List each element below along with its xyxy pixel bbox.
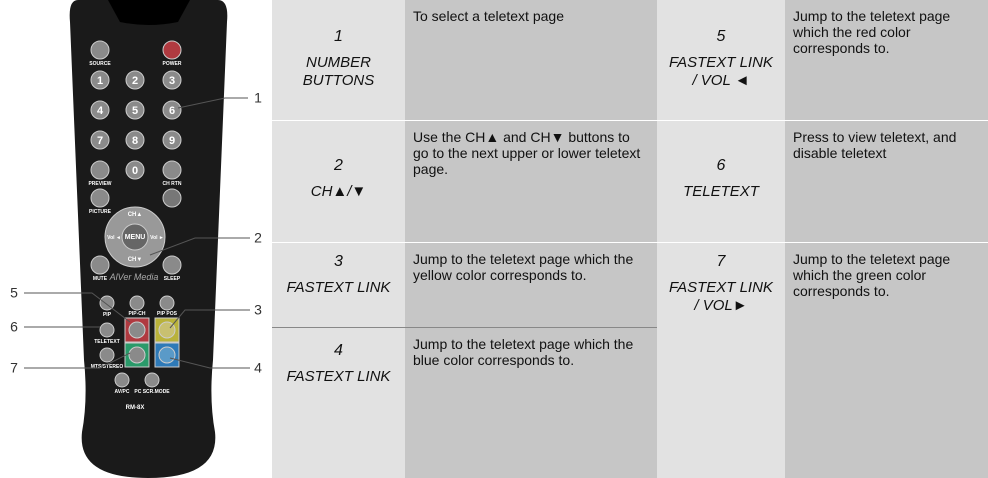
item-head: 2 CH▲/▼ — [272, 121, 405, 242]
item-name: NUMBER BUTTONS — [302, 54, 375, 89]
button-label: 8 — [132, 135, 138, 147]
item-description: Press to view teletext, and disable tele… — [785, 121, 988, 242]
button-label: PICTURE — [89, 209, 112, 215]
button-label: 3 — [169, 75, 175, 87]
item-number: 4 — [334, 342, 343, 359]
item-name: FASTEXT LINK — [286, 368, 391, 385]
item-description: Jump to the teletext page which the yell… — [405, 243, 657, 327]
callout-number: 7 — [10, 360, 18, 376]
button-label: 7 — [97, 135, 103, 147]
button-label: PC SCR.MODE — [134, 389, 170, 395]
button-label: CH▲ — [128, 212, 143, 218]
button-label: 4 — [97, 105, 104, 117]
button-label: PREVIEW — [88, 181, 111, 187]
callout-number: 6 — [10, 319, 18, 335]
button-label: 9 — [169, 135, 175, 147]
button-label: Vol ► — [150, 235, 164, 241]
button-label: CH RTN — [163, 181, 182, 187]
item-description: Jump to the teletext page which the blue… — [405, 328, 657, 478]
button-label: POWER — [163, 61, 182, 67]
callout-number: 4 — [254, 360, 262, 376]
callout-number: 2 — [254, 230, 262, 246]
item-number: 7 — [716, 253, 726, 270]
item-name: FASTEXT LINK / VOL► — [669, 279, 773, 314]
button-label: PIP — [103, 312, 112, 318]
button-label: MENU — [125, 234, 146, 241]
remote-top — [108, 0, 190, 25]
callout-number: 5 — [10, 285, 18, 301]
divider — [272, 327, 657, 328]
button-label: CH▼ — [128, 257, 143, 263]
item-head: 5 FASTEXT LINK / VOL ◄ — [657, 0, 785, 120]
item-description: Jump to the teletext page which the gree… — [785, 243, 988, 478]
item-head: 1 NUMBER BUTTONS — [272, 0, 405, 120]
remote-diagram: SOURCE POWER 1 2 3 4 5 6 7 8 9 0 PREVIEW… — [10, 0, 262, 478]
button-label: AV/PC — [115, 389, 130, 395]
button-label: SOURCE — [89, 61, 111, 67]
buttons — [90, 40, 182, 388]
item-number: 3 — [334, 253, 343, 270]
button-label: MUTE — [93, 276, 108, 282]
button-label: MTS/STEREO — [91, 364, 124, 370]
item-description: To select a teletext page — [405, 0, 657, 120]
button-label: SLEEP — [164, 276, 181, 282]
item-head: 7 FASTEXT LINK / VOL► — [657, 243, 785, 478]
callout-number: 3 — [254, 302, 262, 318]
item-head: 3 FASTEXT LINK — [272, 243, 405, 327]
item-head: 6 TELETEXT — [657, 121, 785, 242]
item-head: 4 FASTEXT LINK — [272, 328, 405, 478]
callout-number: 1 — [254, 90, 262, 106]
item-name: CH▲/▼ — [310, 183, 367, 200]
item-name: TELETEXT — [683, 183, 759, 200]
button-label: 0 — [132, 165, 138, 177]
button-label: Vol ◄ — [107, 235, 121, 241]
item-name: FASTEXT LINK / VOL ◄ — [669, 54, 773, 89]
button-label: 6 — [169, 105, 175, 117]
model: RM-8X — [126, 405, 145, 411]
button-label: 5 — [132, 105, 138, 117]
button-label: PIP-CH — [129, 311, 146, 317]
item-number: 6 — [716, 157, 726, 174]
item-description: Jump to the teletext page which the red … — [785, 0, 988, 120]
item-name: FASTEXT LINK — [286, 279, 391, 296]
item-description: Use the CH▲ and CH▼ buttons to go to the… — [405, 121, 657, 242]
button-label: 1 — [97, 75, 103, 87]
button-label: 2 — [132, 75, 138, 87]
callout-lines — [24, 97, 250, 369]
item-number: 5 — [716, 28, 726, 45]
item-number: 2 — [334, 157, 343, 174]
button-label: PIP POS — [157, 311, 178, 317]
button-label: TELETEXT — [94, 339, 120, 345]
brand: AlVer Media — [109, 272, 159, 282]
item-number: 1 — [334, 28, 343, 45]
